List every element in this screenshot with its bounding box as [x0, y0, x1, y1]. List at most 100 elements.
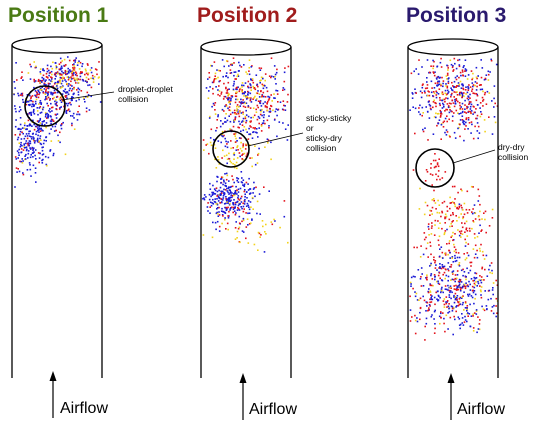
- particle-dot: [42, 69, 44, 71]
- particle-dot: [466, 91, 469, 94]
- particle-dot: [443, 265, 446, 268]
- particle-dot: [487, 79, 490, 81]
- particle-dot: [258, 232, 261, 235]
- particle-dot: [435, 96, 438, 99]
- particle-dot: [276, 90, 279, 92]
- particle-dot: [446, 78, 448, 80]
- particle-dot: [245, 237, 247, 240]
- particle-dot: [410, 276, 413, 279]
- particle-dot: [409, 295, 411, 298]
- particle-dot: [66, 91, 69, 94]
- particle-dot: [42, 92, 45, 94]
- particle-dot: [444, 110, 446, 112]
- particle-dot: [434, 224, 436, 226]
- particle-dot: [236, 230, 239, 233]
- particle-dot: [483, 119, 486, 121]
- particle-dot: [225, 172, 228, 175]
- particle-dot: [239, 88, 241, 91]
- particle-dot: [38, 125, 40, 128]
- particle-dot: [68, 108, 70, 111]
- particle-dot: [85, 107, 88, 109]
- particle-dot: [222, 149, 224, 152]
- particle-dot: [254, 163, 257, 166]
- particle-dot: [46, 64, 49, 67]
- particle-dot: [235, 95, 238, 98]
- particle-dot: [76, 74, 78, 77]
- particle-dot: [255, 186, 257, 189]
- particle-dot: [440, 311, 442, 313]
- particle-dot: [19, 117, 22, 119]
- particle-dot: [451, 89, 454, 92]
- particle-dot: [467, 117, 470, 119]
- particle-dot: [209, 137, 212, 139]
- particle-dot: [219, 95, 221, 97]
- particle-dot: [247, 86, 250, 89]
- particle-dot: [216, 69, 218, 71]
- particle-dot: [242, 143, 245, 145]
- particle-dot: [459, 135, 461, 138]
- particle-dot: [260, 67, 263, 70]
- particle-dot: [49, 82, 51, 85]
- particle-dot: [463, 139, 465, 142]
- particle-dot: [237, 126, 239, 129]
- particle-dot: [274, 97, 276, 99]
- particle-dot: [91, 74, 94, 77]
- particle-dot: [274, 110, 277, 113]
- particle-dot: [441, 286, 443, 289]
- particle-dot: [42, 146, 44, 148]
- particle-dot: [489, 271, 491, 274]
- particle-dot: [258, 147, 260, 150]
- particle-dot: [226, 90, 228, 92]
- particle-dot: [244, 91, 246, 93]
- particle-dot: [64, 79, 66, 81]
- particle-dot: [456, 85, 458, 87]
- particle-dot: [236, 110, 238, 112]
- particle-dot: [61, 70, 63, 73]
- particle-dot: [455, 248, 457, 251]
- particle-dot: [481, 305, 483, 308]
- particle-dot: [225, 208, 228, 211]
- particle-dot: [28, 130, 30, 133]
- particle-dot: [461, 111, 464, 114]
- particle-dot: [246, 97, 249, 99]
- particle-dot: [245, 181, 248, 184]
- particle-dot: [264, 85, 266, 87]
- particle-dot: [59, 79, 61, 81]
- particle-dot: [229, 200, 232, 203]
- particle-dot: [454, 277, 457, 280]
- particle-dot: [21, 92, 24, 95]
- particle-dot: [250, 89, 252, 91]
- particle-dot: [60, 61, 62, 64]
- particle-dot: [492, 312, 495, 315]
- particle-dot: [220, 198, 222, 200]
- particle-dot: [421, 66, 423, 68]
- particle-dot: [479, 115, 482, 118]
- particle-dot: [438, 102, 441, 105]
- particle-dot: [436, 280, 438, 283]
- particle-dot: [433, 234, 436, 236]
- particle-dot: [432, 95, 434, 97]
- particle-dot: [234, 163, 236, 166]
- particle-dot: [456, 75, 458, 77]
- particle-dot: [279, 101, 282, 103]
- particle-dot: [453, 285, 455, 287]
- particle-dot: [55, 123, 57, 125]
- particle-dot: [34, 154, 36, 157]
- particle-dot: [212, 102, 215, 105]
- particle-dot: [221, 59, 224, 61]
- particle-dot: [443, 120, 446, 123]
- particle-dot: [207, 78, 209, 80]
- particle-dot: [474, 297, 476, 300]
- particle-dot: [245, 155, 248, 158]
- particle-dot: [453, 80, 456, 83]
- particle-dot: [232, 202, 234, 204]
- particle-dot: [426, 59, 429, 61]
- particle-dot: [78, 88, 81, 91]
- particle-dot: [449, 257, 451, 259]
- particle-dot: [458, 205, 461, 208]
- particle-dot: [473, 111, 476, 114]
- particle-dot: [430, 163, 432, 165]
- particle-dot: [16, 171, 18, 173]
- particle-dot: [475, 89, 478, 91]
- particle-dot: [215, 77, 218, 80]
